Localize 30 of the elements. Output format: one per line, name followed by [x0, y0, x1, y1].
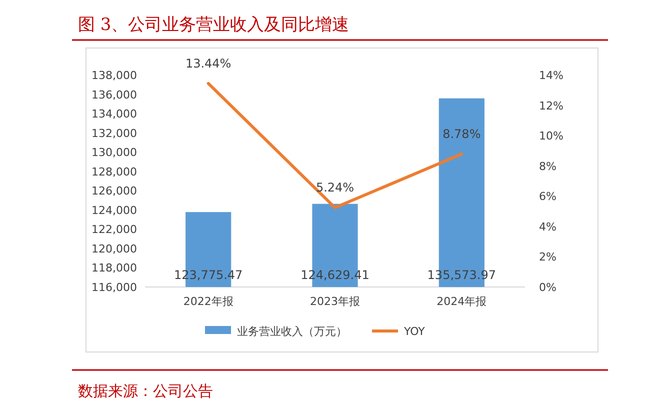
y-tick-label: 138,000 — [92, 69, 137, 82]
y2-tick-label: 4% — [539, 220, 556, 234]
y2-tick-label: 14% — [539, 69, 564, 82]
y2-tick-label: 12% — [539, 99, 564, 112]
y-tick-label: 116,000 — [92, 281, 137, 294]
y-tick-label: 124,000 — [92, 204, 137, 217]
y-tick-label: 118,000 — [92, 262, 137, 275]
data-label: 5.24% — [316, 180, 354, 195]
y2-tick-label: 8% — [539, 160, 556, 173]
y-tick-label: 130,000 — [92, 146, 137, 160]
y2-tick-label: 6% — [539, 190, 556, 204]
x-tick-label: 2022年报 — [183, 295, 234, 308]
x-tick-label: 2024年报 — [436, 295, 487, 308]
y2-tick-label: 10% — [539, 130, 564, 143]
y-tick-label: 132,000 — [92, 126, 137, 140]
legend-label: 业务营业收入（万元） — [237, 325, 347, 338]
y-tick-label: 122,000 — [92, 223, 137, 236]
y2-tick-label: 0% — [539, 281, 556, 294]
x-tick-label: 2023年报 — [310, 295, 360, 308]
legend-label: YOY — [403, 325, 426, 338]
source-note: 数据来源：公司公告 — [78, 382, 213, 400]
data-label: 8.78% — [442, 127, 481, 142]
y-tick-label: 136,000 — [92, 88, 137, 102]
data-label: 13.44% — [185, 56, 232, 70]
chart-title: 图 3、公司业务营业收入及同比增速 — [78, 15, 350, 35]
y-tick-label: 128,000 — [92, 165, 137, 178]
y-tick-label: 120,000 — [92, 242, 137, 256]
y-tick-label: 134,000 — [92, 108, 137, 121]
y2-tick-label: 2% — [539, 250, 556, 264]
y-tick-label: 126,000 — [92, 184, 137, 198]
